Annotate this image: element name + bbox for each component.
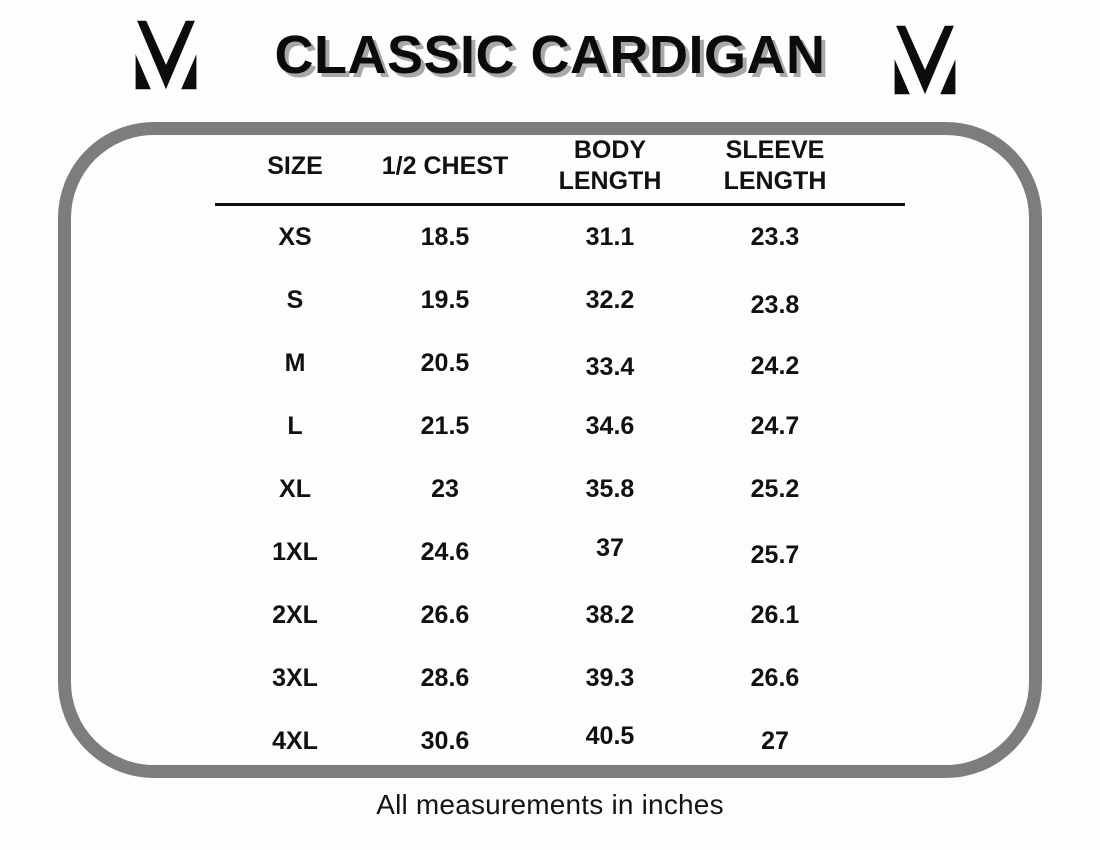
sleeve-length-cell: 25.7 — [750, 541, 800, 569]
table-row: 1XL 24.6 37 25.7 — [215, 521, 905, 584]
table-row: M 20.5 33.4 24.2 — [215, 332, 905, 395]
body-length-cell: 31.1 — [585, 223, 635, 251]
brand-m-monogram-icon — [887, 24, 963, 96]
half-chest-cell: 26.6 — [420, 601, 470, 629]
sleeve-length-cell: 24.2 — [750, 352, 800, 380]
half-chest-cell: 24.6 — [420, 538, 470, 566]
half-chest-cell: 23 — [431, 475, 459, 503]
body-length-cell: 37 — [596, 534, 624, 562]
size-cell: XL — [279, 475, 311, 503]
sleeve-length-cell: 26.1 — [750, 601, 800, 629]
chart-frame — [58, 122, 1042, 778]
sleeve-length-cell: 23.3 — [750, 223, 800, 251]
table-row: XS 18.5 31.1 23.3 — [215, 206, 905, 269]
half-chest-cell: 28.6 — [420, 664, 470, 692]
table-row: L 21.5 34.6 24.7 — [215, 395, 905, 458]
half-chest-cell: 20.5 — [420, 349, 470, 377]
table-row: 3XL 28.6 39.3 26.6 — [215, 647, 905, 710]
size-cell: M — [284, 349, 306, 377]
column-header-body-length: BODY LENGTH — [558, 136, 662, 195]
measurements-note: All measurements in inches — [376, 789, 724, 820]
brand-m-monogram-icon — [128, 19, 204, 91]
half-chest-cell: 21.5 — [420, 412, 470, 440]
body-length-cell: 35.8 — [585, 475, 635, 503]
size-cell: 2XL — [272, 601, 318, 629]
body-length-cell: 34.6 — [585, 412, 635, 440]
table-row: 4XL 30.6 40.5 27 — [215, 710, 905, 773]
body-length-cell: 32.2 — [585, 286, 635, 314]
table-row: XL 23 35.8 25.2 — [215, 458, 905, 521]
size-cell: L — [287, 412, 303, 440]
half-chest-cell: 19.5 — [420, 286, 470, 314]
half-chest-cell: 30.6 — [420, 727, 470, 755]
sleeve-length-cell: 24.7 — [750, 412, 800, 440]
size-cell: 1XL — [272, 538, 318, 566]
column-header-sleeve-length: SLEEVE LENGTH — [723, 136, 827, 195]
size-cell: S — [286, 286, 304, 314]
table-body: XS 18.5 31.1 23.3 S 19.5 32.2 23.8 M 20.… — [215, 206, 905, 773]
sleeve-length-cell: 26.6 — [750, 664, 800, 692]
table-header-row: SIZE 1/2 CHEST BODY LENGTH SLEEVE LENGTH — [215, 134, 905, 206]
size-cell: XS — [278, 223, 312, 251]
body-length-cell: 33.4 — [585, 353, 635, 381]
sleeve-length-cell: 23.8 — [750, 291, 800, 319]
page-title: CLASSIC CARDIGAN — [274, 25, 826, 85]
table-row: S 19.5 32.2 23.8 — [215, 269, 905, 332]
body-length-cell: 38.2 — [585, 601, 635, 629]
size-cell: 3XL — [272, 664, 318, 692]
half-chest-cell: 18.5 — [420, 223, 470, 251]
column-header-half-chest: 1/2 CHEST — [381, 151, 509, 180]
sleeve-length-cell: 25.2 — [750, 475, 800, 503]
sleeve-length-cell: 27 — [761, 727, 789, 755]
body-length-cell: 40.5 — [585, 722, 635, 750]
size-cell: 4XL — [272, 727, 318, 755]
column-header-size: SIZE — [267, 151, 323, 180]
table-row: 2XL 26.6 38.2 26.1 — [215, 584, 905, 647]
body-length-cell: 39.3 — [585, 664, 635, 692]
size-table: SIZE 1/2 CHEST BODY LENGTH SLEEVE LENGTH… — [215, 134, 905, 773]
